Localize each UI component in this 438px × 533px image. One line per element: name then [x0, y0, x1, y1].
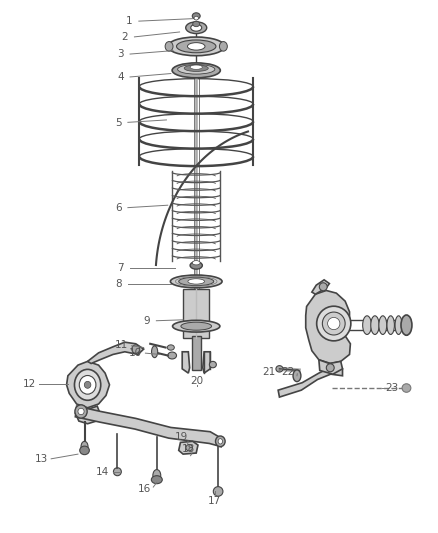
Ellipse shape [84, 382, 91, 388]
Text: 22: 22 [282, 367, 295, 377]
Ellipse shape [387, 316, 394, 335]
Ellipse shape [152, 346, 158, 358]
Ellipse shape [190, 262, 202, 269]
Bar [192, 336, 201, 370]
Text: 21: 21 [263, 367, 276, 377]
Text: 23: 23 [385, 383, 399, 393]
Ellipse shape [75, 405, 87, 418]
Ellipse shape [371, 316, 379, 335]
Polygon shape [67, 361, 110, 408]
Ellipse shape [181, 322, 212, 330]
Ellipse shape [213, 487, 223, 496]
Text: 12: 12 [23, 379, 36, 389]
Ellipse shape [276, 366, 283, 372]
Ellipse shape [74, 369, 101, 400]
Text: 16: 16 [138, 484, 151, 494]
Ellipse shape [209, 361, 216, 368]
Ellipse shape [187, 43, 205, 50]
Ellipse shape [192, 13, 200, 19]
Ellipse shape [191, 25, 201, 31]
Text: 13: 13 [35, 455, 48, 464]
Text: 3: 3 [117, 50, 124, 59]
Text: 14: 14 [96, 467, 110, 477]
Ellipse shape [179, 277, 214, 286]
Ellipse shape [173, 320, 220, 332]
Ellipse shape [328, 317, 340, 329]
Ellipse shape [172, 63, 220, 78]
Ellipse shape [113, 468, 121, 475]
Text: 10: 10 [129, 348, 142, 358]
Ellipse shape [168, 352, 177, 359]
Polygon shape [88, 342, 144, 364]
Ellipse shape [193, 21, 200, 27]
Polygon shape [203, 352, 210, 373]
Text: 8: 8 [115, 279, 122, 288]
Text: 6: 6 [115, 203, 122, 213]
Text: 11: 11 [115, 341, 128, 350]
Text: 1: 1 [126, 17, 133, 26]
Text: 20: 20 [191, 376, 204, 385]
Text: 9: 9 [143, 316, 150, 326]
Text: 19: 19 [175, 432, 188, 442]
Ellipse shape [177, 40, 216, 53]
Ellipse shape [152, 475, 162, 484]
Ellipse shape [79, 375, 96, 394]
Polygon shape [75, 406, 100, 424]
Ellipse shape [192, 261, 200, 265]
Ellipse shape [326, 364, 334, 372]
Ellipse shape [293, 370, 301, 382]
Ellipse shape [168, 37, 225, 55]
Polygon shape [312, 280, 329, 294]
Ellipse shape [178, 64, 215, 74]
Ellipse shape [190, 65, 202, 69]
Ellipse shape [81, 441, 88, 452]
Ellipse shape [132, 345, 140, 353]
Ellipse shape [170, 275, 222, 288]
Polygon shape [75, 406, 221, 447]
Ellipse shape [78, 408, 84, 415]
Ellipse shape [322, 312, 345, 335]
Ellipse shape [363, 316, 371, 335]
Ellipse shape [395, 316, 402, 335]
Polygon shape [179, 441, 198, 454]
Ellipse shape [186, 445, 193, 451]
Ellipse shape [80, 446, 89, 455]
Text: 7: 7 [117, 263, 124, 272]
Polygon shape [319, 360, 343, 374]
Ellipse shape [402, 384, 411, 392]
Ellipse shape [215, 436, 225, 447]
Ellipse shape [317, 306, 351, 341]
Ellipse shape [219, 42, 227, 51]
Ellipse shape [218, 439, 223, 444]
Polygon shape [182, 352, 190, 373]
Ellipse shape [167, 345, 174, 350]
Ellipse shape [401, 315, 412, 335]
Text: 17: 17 [208, 496, 221, 506]
Text: 5: 5 [115, 118, 122, 127]
Ellipse shape [188, 279, 205, 284]
Text: 4: 4 [117, 72, 124, 82]
Text: 2: 2 [121, 33, 128, 42]
Polygon shape [278, 367, 343, 397]
Ellipse shape [194, 17, 198, 20]
Text: 18: 18 [182, 444, 195, 454]
Ellipse shape [153, 470, 161, 481]
Ellipse shape [379, 316, 387, 335]
Ellipse shape [319, 282, 327, 291]
Bar [183, 289, 209, 338]
Ellipse shape [165, 42, 173, 51]
Polygon shape [306, 290, 350, 364]
Ellipse shape [186, 22, 207, 34]
Ellipse shape [184, 65, 208, 71]
